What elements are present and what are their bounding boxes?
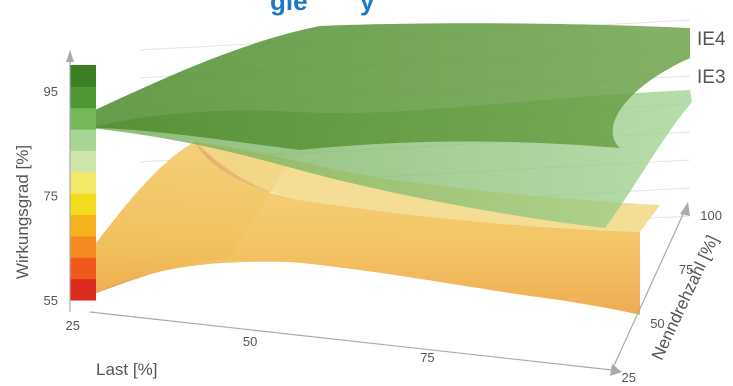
colorbar-segment [70,171,96,194]
colorbar-segment [70,278,96,301]
y-tick-label: 55 [44,293,58,308]
tick-labels: 95 75 55 25 50 75 25 50 75 100 [44,84,722,385]
x-axis-line [89,311,613,371]
series-label-ie4: IE4 [697,29,726,50]
z-tick-label: 50 [650,316,664,331]
x-tick-label: 25 [66,318,80,333]
z-tick-label: 25 [622,370,636,385]
z-axis-line [611,209,686,371]
colorbar-segment [70,129,96,151]
chart-title-fragment-2: y [360,0,375,16]
y-axis-arrow [66,50,74,62]
x-axis-arrow [610,364,622,376]
x-axis-title: Last [%] [96,360,157,379]
efficiency-surface-front [78,142,640,315]
colorbar-segment [70,65,96,87]
x-tick-label: 50 [243,334,257,349]
colorbar-segment [70,107,96,130]
y-axis-title: Wirkungsgrad [%] [13,145,32,279]
series-label-ie3: IE3 [697,67,726,88]
colorbar-segment [70,235,96,258]
z-tick-label: 100 [700,208,722,223]
y-tick-label: 75 [44,189,58,204]
colorbar-segment [70,86,96,109]
x-tick-label: 75 [420,350,434,365]
colorbar-segment [70,257,96,280]
colorbar-segment [70,150,96,173]
chart-title-fragment: gie [270,0,308,16]
z-tick-label: 75 [679,262,693,277]
ie4-surface [95,23,690,150]
z-axis-title: Nenndrehzahl [%] [648,232,722,363]
colorbar [70,65,96,301]
surfaces [78,23,692,315]
y-tick-label: 95 [44,84,58,99]
z-axis-arrow [680,202,690,216]
axes [69,58,686,371]
colorbar-segment [70,193,96,216]
colorbar-segment [70,214,96,237]
